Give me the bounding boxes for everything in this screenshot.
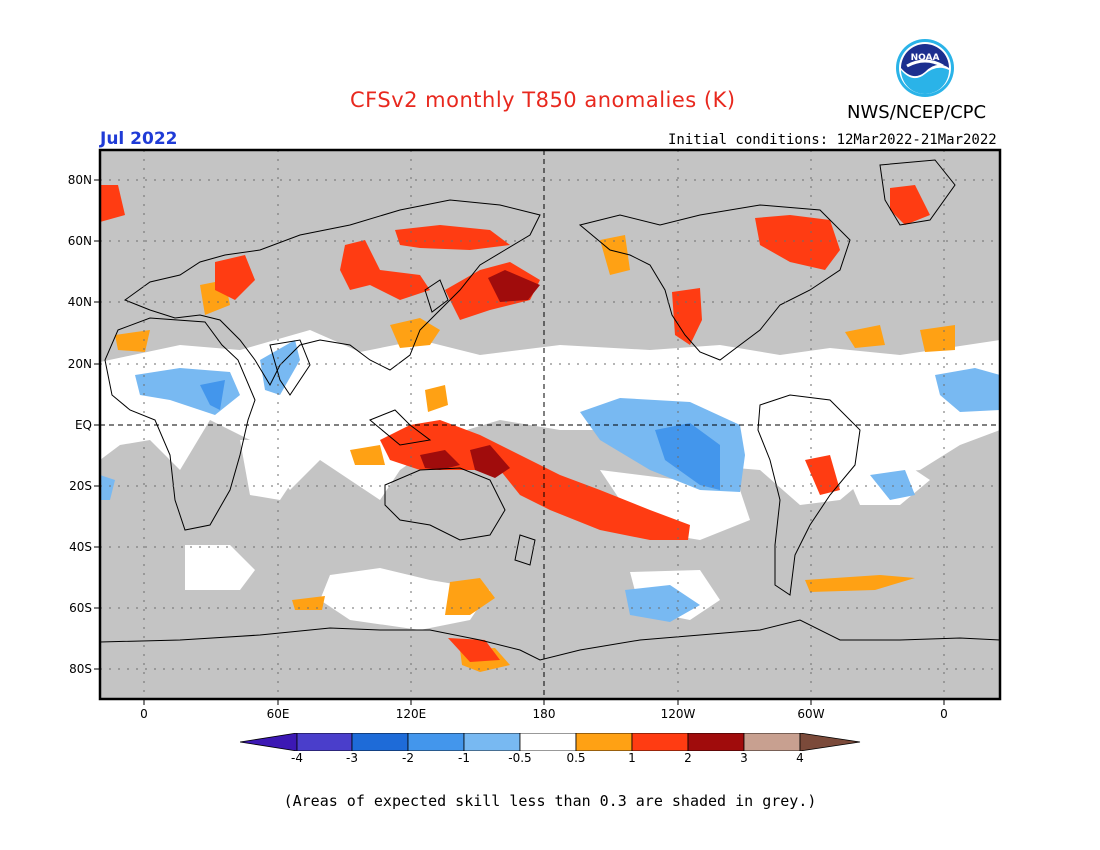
red-region-sw-pacific — [380, 420, 690, 540]
footnote: (Areas of expected skill less than 0.3 a… — [283, 792, 817, 810]
blue-region-india — [260, 340, 300, 395]
coastline-eurasia — [123, 199, 541, 387]
lat-label-80s: 80S — [69, 662, 92, 676]
colorbar-box-6 — [575, 733, 633, 751]
colorbar-box-5 — [519, 733, 577, 751]
coastlines — [99, 159, 1001, 661]
orange-region-southern-ocean-2 — [292, 596, 325, 610]
colorbar-box-2 — [351, 733, 409, 751]
lat-label-40n: 40N — [67, 295, 92, 309]
red-region-brazil — [805, 455, 840, 495]
colorbar-tick-minus-1: -1 — [458, 751, 470, 765]
red-region-siberia — [395, 225, 510, 250]
lat-label-20s: 20S — [69, 479, 92, 493]
colorbar-box-9 — [743, 733, 801, 751]
lat-label-60n: 60N — [67, 234, 92, 248]
colorbar-tick-minus-0-5: -0.5 — [508, 751, 532, 765]
coastline-antarctica — [99, 619, 1001, 661]
lon-label-180: 180 — [532, 707, 556, 721]
coastline-india — [269, 339, 311, 396]
coastline-indonesia — [369, 409, 432, 446]
lon-label-0-west: 0 — [140, 707, 148, 721]
lat-label-80n: 80N — [67, 173, 92, 187]
colorbar-tick-minus-4: -4 — [291, 751, 303, 765]
orange-region-southern-ocean — [445, 578, 495, 615]
orange-region-alaska — [600, 235, 630, 275]
colorbar-arrow-high — [799, 733, 861, 751]
colorbar — [240, 733, 861, 751]
blue-region-atlantic-east — [935, 368, 1000, 412]
map-title: CFSv2 monthly T850 anomalies (K) — [350, 88, 736, 112]
lon-label-60w: 60W — [797, 707, 825, 721]
colorbar-tick-2: 2 — [684, 751, 692, 765]
red-region-caspian — [215, 255, 255, 300]
coastline-greenland — [879, 159, 956, 226]
orange-region-south-atlantic — [805, 575, 915, 592]
colorbar-tick-minus-3: -3 — [346, 751, 358, 765]
coastline-australia — [384, 467, 506, 541]
red-region-greenland-east — [890, 185, 930, 225]
axis-ticks — [94, 179, 945, 705]
blue-region-south-atlantic — [870, 470, 915, 500]
lat-label-eq: EQ — [74, 418, 92, 432]
orange-region-nw-pacific — [390, 318, 440, 348]
colorbar-box-7 — [631, 733, 689, 751]
white-region-africa — [240, 440, 300, 500]
colorbar-box-4 — [463, 733, 521, 751]
lat-label-40s: 40S — [69, 540, 92, 554]
lon-label-120e: 120E — [395, 707, 427, 721]
white-region-indian-south — [185, 545, 255, 590]
lon-label-120w: 120W — [660, 707, 696, 721]
colorbar-arrow-low — [240, 733, 298, 751]
noaa-logo: NOAA — [896, 39, 954, 97]
coastline-south-america — [757, 394, 861, 596]
orange-region-west-pacific-warm — [350, 445, 385, 465]
logo-text: NOAA — [911, 53, 940, 63]
coastline-new-zealand — [514, 534, 536, 566]
blue-region-east-pacific-core — [655, 423, 720, 490]
colorbar-box-8 — [687, 733, 745, 751]
forecast-month: Jul 2022 — [100, 129, 178, 149]
darkred-region-sw-pacific — [470, 445, 510, 478]
blue-region-southern-ocean — [625, 585, 700, 622]
colorbar-box-3 — [407, 733, 465, 751]
colorbar-tick-3: 3 — [740, 751, 748, 765]
orange-region-sahara — [115, 330, 150, 352]
colorbar-tick-1: 1 — [628, 751, 636, 765]
coastline-africa — [104, 317, 256, 531]
red-region-canada — [755, 215, 840, 270]
lat-label-20n: 20N — [67, 357, 92, 371]
lon-gridlines — [143, 150, 945, 699]
lon-label-60e: 60E — [266, 707, 290, 721]
red-region-central-asia — [340, 240, 430, 300]
white-region-tropics — [100, 330, 1000, 505]
darkred-region-maritime-continent — [420, 450, 460, 470]
colorbar-box-1 — [296, 733, 353, 751]
lon-label-0-east: 0 — [940, 707, 948, 721]
colorbar-tick-minus-2: -2 — [402, 751, 414, 765]
red-region-greenland-west — [100, 185, 125, 222]
anomaly-map — [94, 148, 1002, 705]
orange-region-caribbean — [845, 325, 885, 348]
lat-gridlines — [100, 179, 1000, 670]
blue-region-africa-core — [200, 380, 225, 410]
coastline-japan — [424, 279, 449, 313]
org-label: NWS/NCEP/CPC — [847, 102, 987, 123]
blue-region-sw-indian — [100, 475, 115, 500]
darkred-region-nw-pacific — [488, 270, 540, 302]
lat-label-60s: 60S — [69, 601, 92, 615]
colorbar-tick-0-5: 0.5 — [566, 751, 586, 765]
orange-region-png — [425, 385, 448, 412]
colorbar-tick-4: 4 — [796, 751, 804, 765]
orange-region-west-atlantic — [920, 325, 955, 352]
initial-conditions: Initial conditions: 12Mar2022-21Mar2022 — [668, 132, 997, 148]
red-region-antarctica — [448, 638, 500, 662]
coastline-north-america — [578, 204, 851, 361]
